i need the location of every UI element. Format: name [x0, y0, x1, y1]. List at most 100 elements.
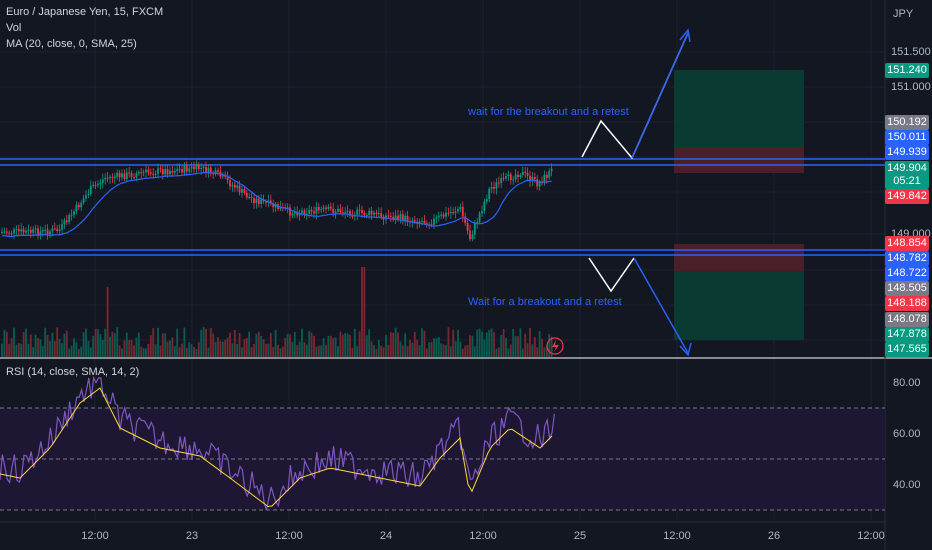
volume-bar [423, 330, 426, 357]
candle-body [200, 167, 203, 170]
volume-bar [32, 347, 35, 357]
candle-body [289, 207, 291, 216]
price-axis-label: 151.000 [891, 81, 931, 93]
volume-bar [387, 344, 390, 357]
candle-body [265, 201, 267, 203]
candle-body [344, 212, 347, 214]
volume-bar [416, 339, 419, 357]
volume-bar [159, 345, 162, 357]
support-lines[interactable] [0, 249, 885, 256]
volume-bar [308, 331, 311, 357]
price-badge: 148.078 [885, 312, 929, 327]
volume-bar [373, 345, 375, 357]
candle-body [500, 178, 503, 183]
candle-body [197, 164, 200, 170]
lightning-icon[interactable] [546, 337, 564, 355]
volume-bar [406, 346, 409, 357]
volume-bar [77, 348, 80, 357]
candle-body [387, 215, 390, 217]
candle-body [339, 208, 342, 213]
volume-bar [440, 343, 443, 357]
volume-bar [289, 334, 291, 357]
candle-body [454, 211, 457, 213]
volume-bar [317, 345, 320, 357]
long-target-zone[interactable] [674, 70, 804, 147]
candle-body [377, 212, 380, 215]
ma-legend[interactable]: MA (20, close, 0, SMA, 25) [6, 38, 137, 50]
volume-bar [327, 336, 330, 357]
volume-bar [10, 338, 13, 357]
candle-body [483, 201, 486, 211]
volume-bar [449, 346, 452, 357]
volume-bar [176, 328, 179, 357]
volume-bar [397, 332, 399, 357]
candle-body [363, 212, 366, 216]
volume-bar [173, 345, 176, 357]
volume-bar [73, 338, 75, 357]
candle-body [257, 198, 260, 205]
candle-body [123, 173, 126, 180]
bearish-projection[interactable] [588, 257, 635, 293]
volume-bar [63, 333, 66, 357]
volume-bar [512, 329, 515, 357]
candle-body [166, 168, 169, 175]
price-badge: 148.782 [885, 251, 929, 266]
candle-body [361, 209, 363, 213]
candle-body [476, 221, 479, 224]
candle-body [89, 185, 92, 194]
candle-body [77, 204, 80, 208]
volume-bar [524, 333, 527, 357]
note-top[interactable]: wait for the breakout and a retest [468, 106, 629, 118]
candle-body [514, 174, 517, 180]
short-stop-zone[interactable] [674, 244, 804, 271]
candle-body [178, 168, 181, 170]
volume-bar [125, 332, 128, 357]
volume-bar [169, 340, 171, 357]
volume-bar [481, 331, 483, 357]
candle-body [293, 211, 296, 214]
volume-bar [94, 329, 97, 357]
candle-body [447, 212, 450, 214]
price-candles [1, 160, 553, 242]
volume-bar [411, 342, 414, 357]
volume-bar [152, 328, 155, 357]
volume-bar [221, 341, 224, 357]
volume-bar [334, 337, 337, 357]
volume-bar [425, 348, 428, 357]
short-target-zone[interactable] [674, 271, 804, 340]
candle-body [13, 229, 15, 234]
note-bottom[interactable]: Wait for a breakout and a retest [468, 296, 622, 308]
candle-body [308, 209, 311, 214]
volume-bar [255, 333, 258, 357]
candle-body [260, 199, 263, 205]
volume-bar [363, 267, 366, 357]
price-badge: 148.188 [885, 296, 929, 311]
candle-body [10, 233, 13, 235]
candle-body [236, 185, 239, 188]
candle-body [39, 231, 42, 236]
candle-body [317, 207, 320, 211]
long-stop-zone[interactable] [674, 147, 804, 173]
resistance-lines[interactable] [0, 158, 885, 166]
symbol-legend[interactable]: Euro / Japanese Yen, 15, FXCM [6, 6, 164, 18]
price-axis-label: 151.500 [891, 46, 931, 58]
volume-bar [25, 328, 27, 357]
volume-bar [533, 336, 536, 357]
volume-bar [399, 341, 402, 357]
candle-body [17, 228, 20, 232]
volume-bar [118, 345, 121, 357]
candle-body [495, 182, 498, 189]
candle-body [212, 173, 215, 175]
candle-body [185, 165, 188, 172]
volume-bar [356, 346, 359, 357]
candle-body [392, 216, 395, 220]
candle-body [380, 212, 383, 217]
candle-body [56, 228, 59, 231]
candle-body [221, 174, 224, 177]
volume-bar [133, 345, 135, 357]
rsi-axis-label: 80.00 [893, 377, 921, 389]
volume-bar [421, 328, 423, 357]
volume-legend[interactable]: Vol [6, 22, 22, 34]
rsi-legend[interactable]: RSI (14, close, SMA, 14, 2) [6, 366, 140, 378]
